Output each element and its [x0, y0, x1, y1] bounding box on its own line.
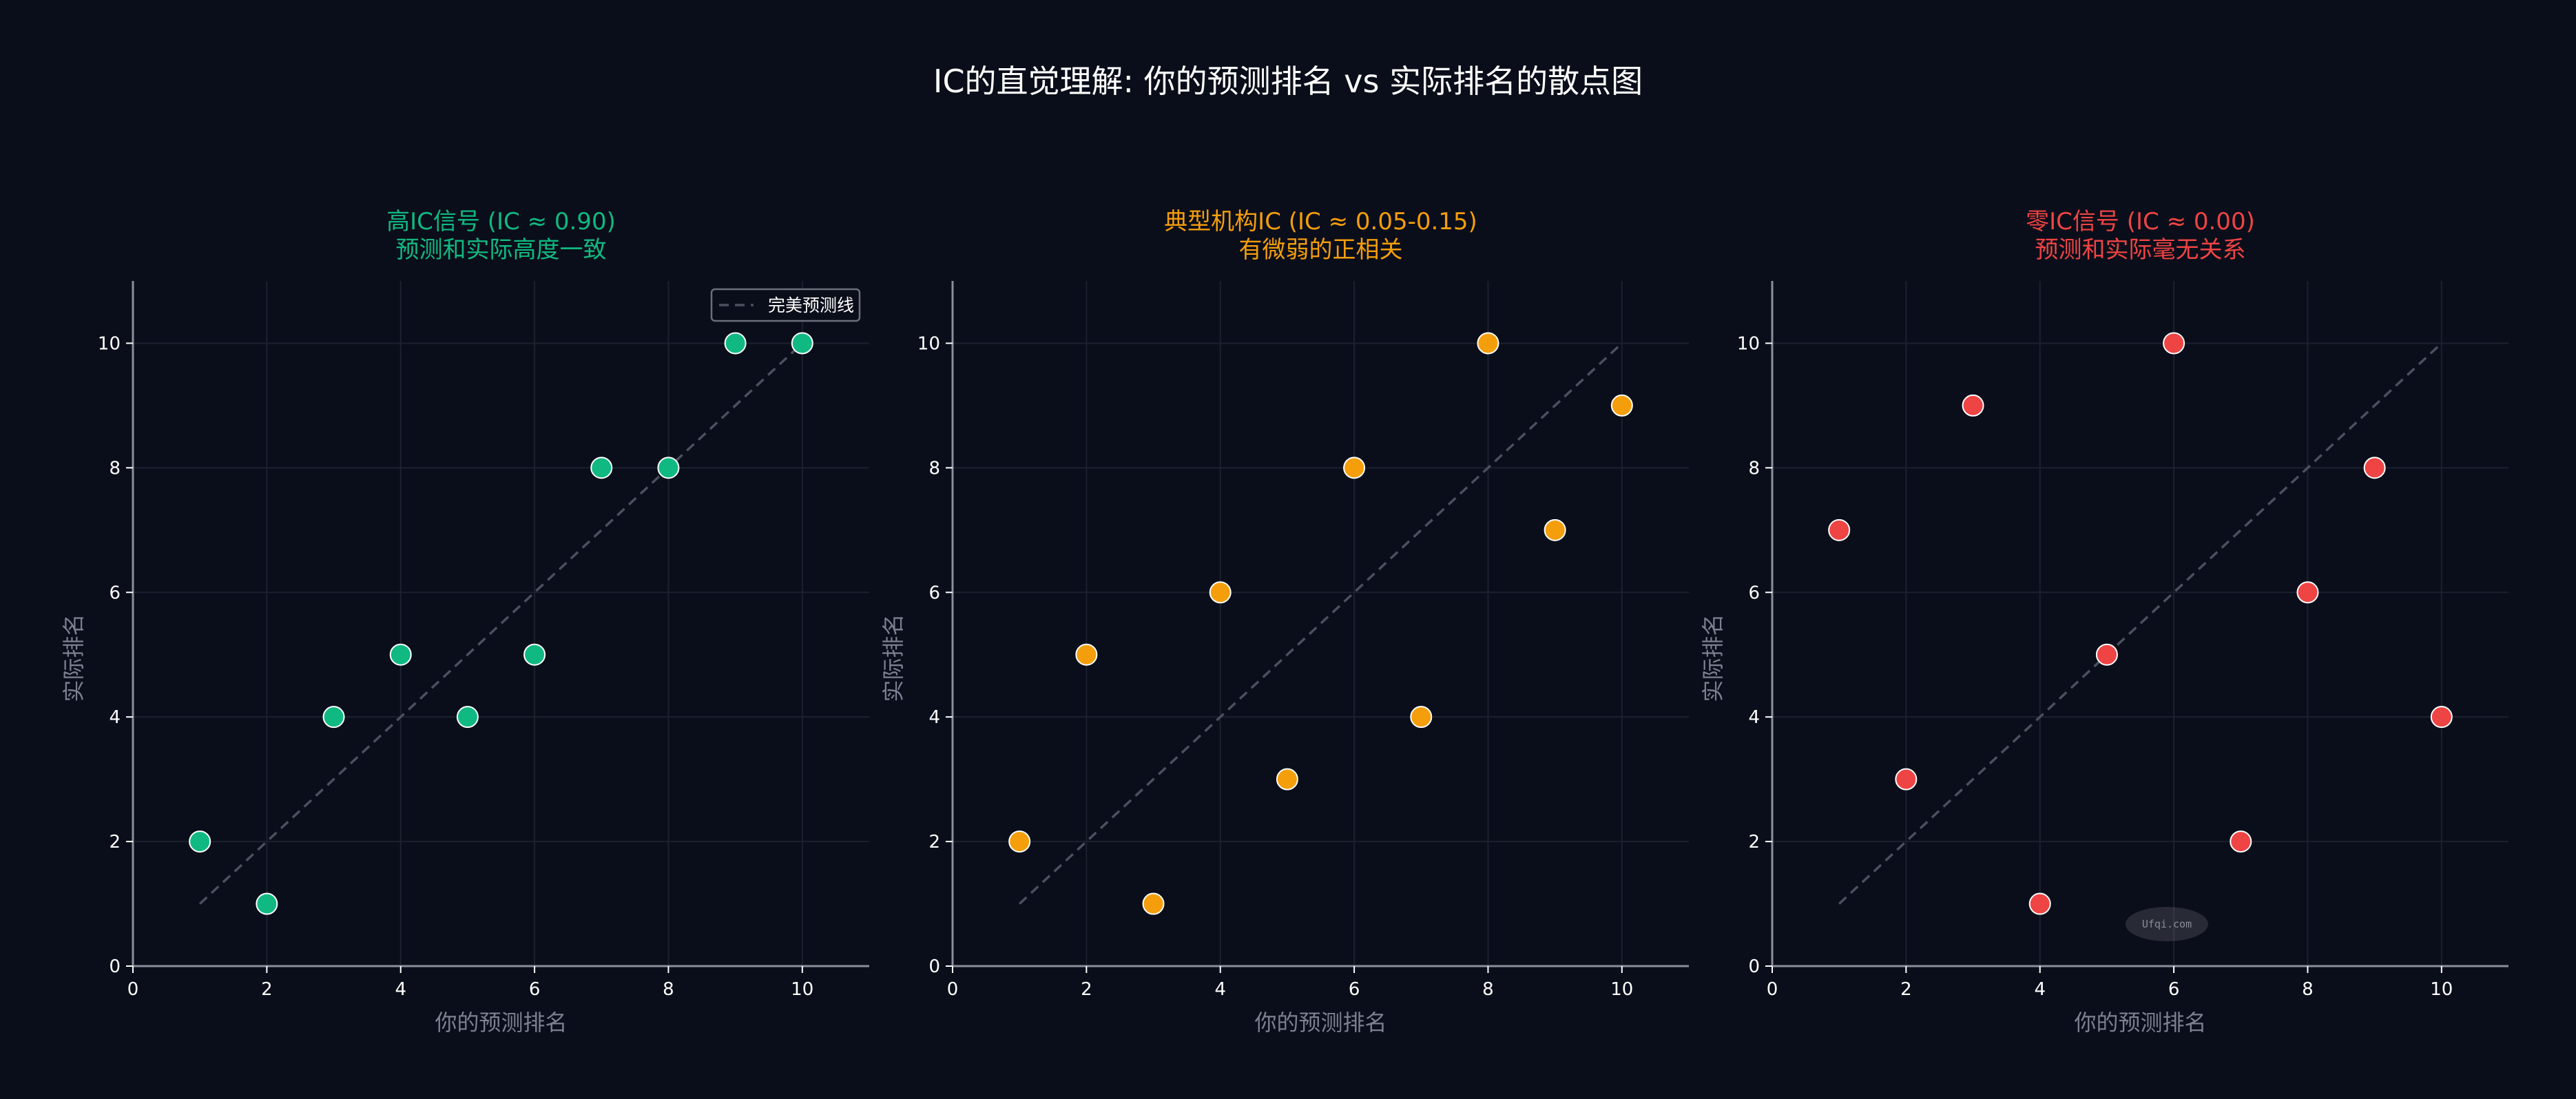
data-point — [523, 643, 546, 666]
data-point — [189, 830, 211, 853]
data-point — [657, 457, 680, 479]
x-tick-label: 10 — [1610, 979, 1633, 1000]
data-point — [1477, 332, 1499, 355]
y-tick-label: 8 — [928, 458, 940, 479]
data-point — [1142, 892, 1165, 915]
perfect-prediction-line — [1018, 342, 1623, 905]
panel-subtitle: 预测和实际毫无关系 — [2035, 236, 2246, 264]
data-point — [1075, 643, 1098, 666]
x-tick-label: 2 — [1081, 979, 1092, 1000]
data-point — [791, 332, 813, 355]
data-point — [2163, 332, 2185, 355]
x-tick-label: 6 — [2168, 979, 2180, 1000]
x-tick-label: 10 — [791, 979, 813, 1000]
y-tick-label: 0 — [928, 956, 940, 977]
y-tick-label: 2 — [1748, 832, 1760, 852]
x-tick-label: 2 — [261, 979, 273, 1000]
data-point — [724, 332, 747, 355]
y-tick-label: 8 — [1748, 458, 1760, 479]
panel-subtitle: 有微弱的正相关 — [1239, 236, 1403, 264]
data-point — [2230, 830, 2252, 853]
y-axis-label: 实际排名 — [1700, 614, 1726, 702]
legend-label: 完美预测线 — [768, 295, 854, 315]
y-axis-label: 实际排名 — [61, 614, 87, 702]
y-tick-label: 2 — [928, 832, 940, 852]
data-point — [2028, 892, 2051, 915]
y-tick-label: 6 — [928, 583, 940, 603]
perfect-prediction-line — [1838, 342, 2443, 905]
panel-title: 典型机构IC (IC ≈ 0.05-0.15) — [1164, 208, 1477, 236]
perfect-prediction-line — [198, 342, 804, 905]
data-point — [322, 706, 345, 729]
x-tick-label: 8 — [663, 979, 674, 1000]
x-tick-label: 8 — [2302, 979, 2314, 1000]
legend-box — [710, 288, 861, 322]
data-points — [189, 332, 813, 915]
y-axis-label: 实际排名 — [880, 614, 906, 702]
data-points — [1828, 332, 2453, 915]
data-points — [1008, 332, 1633, 915]
data-point — [1962, 394, 1984, 417]
y-tick-label: 8 — [109, 458, 121, 479]
x-axis-label: 你的预测排名 — [1254, 1009, 1386, 1036]
y-tick-label: 4 — [928, 707, 940, 728]
y-tick-label: 4 — [1748, 707, 1760, 728]
data-point — [1895, 768, 1918, 791]
y-tick-label: 0 — [1748, 956, 1760, 977]
x-tick-label: 0 — [127, 979, 139, 1000]
panel-title: 高IC信号 (IC ≈ 0.90) — [386, 208, 616, 236]
data-point — [1343, 457, 1366, 479]
data-point — [2095, 643, 2118, 666]
data-point — [456, 706, 479, 729]
x-tick-label: 4 — [395, 979, 406, 1000]
scatter-panel-2: 典型机构IC (IC ≈ 0.05-0.15)有微弱的正相关 0 2 4 6 8 10 0 2 4… — [880, 208, 1689, 1036]
y-tick-label: 6 — [1748, 583, 1760, 603]
data-point — [1828, 519, 1851, 541]
x-tick-label: 8 — [1482, 979, 1494, 1000]
x-tick-label: 0 — [1767, 979, 1778, 1000]
data-point — [1276, 768, 1298, 791]
data-point — [1008, 830, 1031, 853]
panel-title: 零IC信号 (IC ≈ 0.00) — [2026, 208, 2255, 236]
y-tick-label: 10 — [1737, 333, 1760, 354]
grid — [1772, 281, 2509, 966]
data-point — [590, 457, 613, 479]
x-axis-label: 你的预测排名 — [2074, 1009, 2206, 1036]
data-point — [1410, 706, 1433, 729]
data-point — [256, 892, 278, 915]
panel-subtitle: 预测和实际高度一致 — [396, 236, 607, 264]
scatter-panel-3: 零IC信号 (IC ≈ 0.00)预测和实际毫无关系 0 2 4 6 8 10 0 2 4 6 8 10… — [1700, 208, 2509, 1036]
y-tick-label: 0 — [109, 956, 121, 977]
data-point — [2430, 706, 2453, 729]
legend: 完美预测线 — [710, 288, 861, 322]
y-tick-label: 2 — [109, 832, 121, 852]
y-tick-label: 4 — [109, 707, 121, 728]
grid — [133, 281, 869, 966]
y-tick-label: 10 — [98, 333, 121, 354]
watermark: Ufqi.com — [2126, 907, 2208, 941]
data-point — [389, 643, 412, 666]
x-tick-label: 0 — [947, 979, 959, 1000]
data-point — [1610, 394, 1633, 417]
x-tick-label: 6 — [529, 979, 541, 1000]
data-point — [1209, 581, 1232, 604]
y-tick-label: 6 — [109, 583, 121, 603]
x-tick-label: 4 — [2034, 979, 2046, 1000]
data-point — [2296, 581, 2319, 604]
x-tick-label: 4 — [1214, 979, 1226, 1000]
data-point — [2363, 457, 2386, 479]
data-point — [1544, 519, 1566, 541]
y-tick-label: 10 — [917, 333, 940, 354]
figure-title: IC的直觉理解: 你的预测排名 vs 实际排名的散点图 — [933, 63, 1643, 100]
x-tick-label: 10 — [2430, 979, 2453, 1000]
x-tick-label: 2 — [1900, 979, 1912, 1000]
x-tick-label: 6 — [1349, 979, 1360, 1000]
x-axis-label: 你的预测排名 — [435, 1009, 567, 1036]
scatter-panel-1: 高IC信号 (IC ≈ 0.90)预测和实际高度一致 0 2 4 6 8 10 0 2 4 6 8 10… — [61, 208, 869, 1036]
